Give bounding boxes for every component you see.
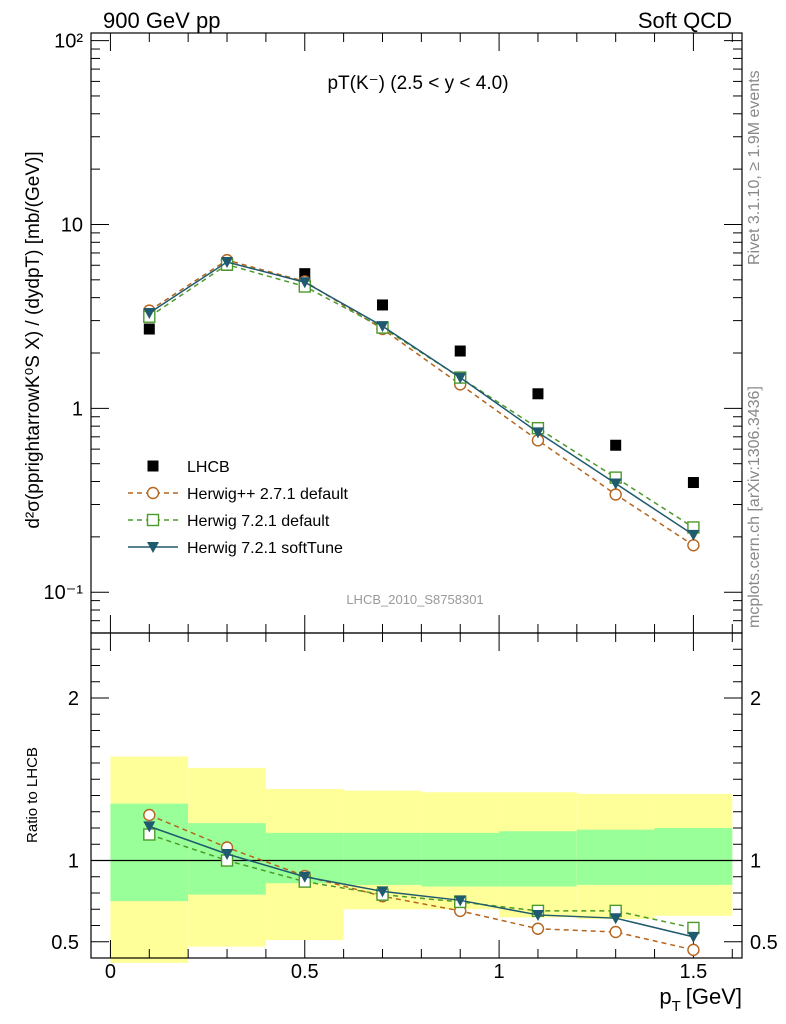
ratio-data-point <box>454 895 467 907</box>
ratio-data-point <box>143 821 156 833</box>
lower-tick-labels: 0.5 0.5 1 1 2 2 0 0.5 1 1.5 <box>51 688 778 983</box>
upper-y-tick-label: 10⁻¹ <box>44 582 84 604</box>
lower-axis-ticks <box>90 632 743 959</box>
header-left-label: 900 GeV pp <box>103 8 221 33</box>
rivet-version-label: Rivet 3.1.10, ≥ 1.9M events <box>746 70 763 265</box>
mc-data-point <box>298 277 311 289</box>
legend-label: LHCB <box>187 459 230 476</box>
upper-y-axis-label: d²σ(pprightarrowK⁰S X) / (dydpT) [mb/(Ge… <box>23 151 44 528</box>
ratio-data-point <box>609 913 622 925</box>
green-band-bin <box>343 832 422 885</box>
ratio-data-point <box>143 808 156 822</box>
x-tick-label: 1.5 <box>680 961 708 983</box>
x-axis-label-sub: T <box>672 998 681 1015</box>
ratio-y-tick-label: 0.5 <box>51 932 79 954</box>
legend-marker <box>146 513 160 527</box>
mc-data-point <box>609 478 622 490</box>
ratio-y-tick-label: 2 <box>68 688 79 710</box>
upper-series-layer <box>143 253 700 552</box>
ratio-series-layer <box>143 808 700 957</box>
legend: LHCB Herwig++ 2.7.1 default Herwig 7.2.1 d… <box>128 459 349 557</box>
ratio-data-point <box>687 931 700 943</box>
green-band-bin <box>421 832 500 887</box>
x-tick-label: 0 <box>105 961 116 983</box>
plot-title: pT(K⁻) (2.5 < y < 4.0) <box>327 73 508 94</box>
legend-marker-lhcb <box>147 460 159 472</box>
lhcb-data-point <box>299 268 311 280</box>
upper-y-tick-label: 1 <box>72 398 83 420</box>
ratio-y-tick-label-right: 0.5 <box>750 932 778 954</box>
ratio-data-point <box>687 943 700 957</box>
mc-data-point <box>531 427 544 439</box>
green-band-bin <box>499 831 577 887</box>
mc-data-point <box>687 539 700 552</box>
ratio-data-point <box>376 886 389 898</box>
mc-series-line <box>148 259 694 546</box>
lhcb-data-point <box>376 299 388 311</box>
mc-data-point <box>221 257 234 269</box>
upper-y-tick-label: 10² <box>54 31 83 53</box>
lhcb-data-point <box>532 388 544 400</box>
ratio-data-point <box>298 871 311 883</box>
ratio-data-point <box>221 849 234 860</box>
x-axis-label-unit: [GeV] <box>686 984 742 1009</box>
upper-axis-ticks <box>91 33 742 634</box>
analysis-watermark: LHCB_2010_S8758301 <box>346 592 483 607</box>
legend-marker <box>147 542 159 553</box>
ratio-series-line <box>149 814 694 951</box>
mc-data-point <box>376 321 389 333</box>
legend-label: Herwig 7.2.1 default <box>187 513 330 530</box>
ratio-uncertainty-bands <box>110 756 733 963</box>
ratio-y-tick-label: 1 <box>68 851 79 873</box>
upper-y-tick-label: 10 <box>61 214 83 236</box>
ratio-series-line <box>149 825 694 938</box>
mc-series-line <box>148 261 694 536</box>
legend-label: Herwig 7.2.1 softTune <box>187 540 343 557</box>
mcplots-source-label: mcplots.cern.ch [arXiv:1306.3436] <box>746 386 763 628</box>
lhcb-data-point <box>610 439 622 451</box>
ratio-data-point <box>609 925 622 939</box>
ratio-data-point <box>531 922 545 935</box>
lhcb-data-point <box>454 345 466 357</box>
x-tick-label: 0.5 <box>291 961 319 983</box>
green-band-bin <box>654 828 733 885</box>
ratio-series-line <box>149 833 694 929</box>
ratio-data-point <box>687 921 700 935</box>
x-tick-label: 1 <box>494 961 505 983</box>
lhcb-data-point <box>143 323 155 335</box>
ratio-data-point <box>531 909 544 921</box>
mc-data-point <box>143 308 156 320</box>
legend-marker <box>146 486 160 500</box>
lhcb-data-point <box>687 477 699 489</box>
x-axis-label-main: p <box>659 984 671 1009</box>
mc-data-point <box>687 529 700 541</box>
upper-tick-labels: 10⁻¹ 1 10 10² <box>44 31 84 605</box>
mc-data-point <box>454 372 467 384</box>
legend-label: Herwig++ 2.7.1 default <box>187 486 349 503</box>
green-band-bin <box>576 829 655 885</box>
header-right-label: Soft QCD <box>637 8 732 33</box>
ratio-y-tick-label-right: 1 <box>750 851 761 873</box>
ratio-y-tick-label-right: 2 <box>750 688 761 710</box>
mc-data-point <box>609 488 622 501</box>
x-axis-label: pT [GeV] <box>659 984 742 1015</box>
ratio-y-axis-label: Ratio to LHCB <box>24 747 41 843</box>
